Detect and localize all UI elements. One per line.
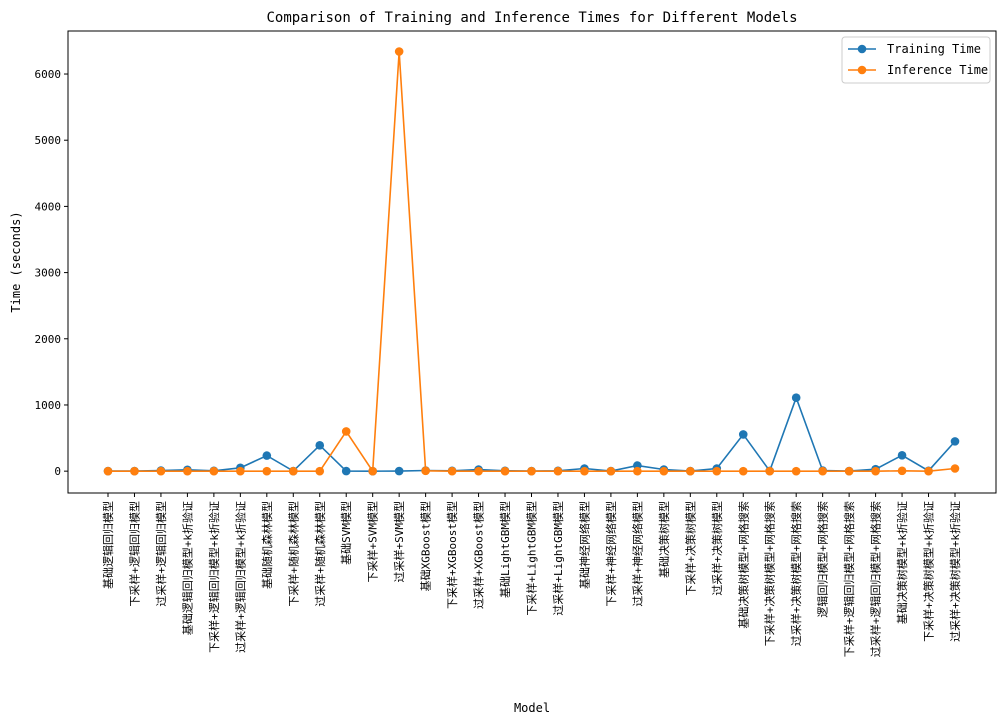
data-point: [686, 466, 695, 476]
data-point: [712, 466, 722, 476]
data-point: [315, 466, 325, 476]
x-tick-label: 基础决策树模型: [657, 501, 671, 578]
x-axis-ticks: 基础逻辑回归模型 下采样+逻辑回归模型 过采样+逻辑回归模型 基础逻辑回归模型+k折验…: [101, 493, 962, 657]
y-tick-label: 6000: [35, 68, 62, 81]
data-point: [924, 466, 933, 476]
data-point: [394, 466, 404, 476]
x-tick-label: 基础神经网络模型: [577, 501, 591, 589]
x-tick-label: 下采样+逻辑回归模型+网格搜索: [842, 501, 856, 657]
y-tick-label: 5000: [35, 134, 62, 147]
x-tick-label: 过采样+随机森林模型: [313, 501, 327, 607]
data-point: [421, 466, 430, 476]
x-axis-label: Model: [514, 701, 550, 715]
y-axis-ticks: 0 1000 2000 3000 4000 5000 6000: [35, 68, 68, 478]
series-layer: [103, 47, 960, 476]
data-point: [130, 466, 139, 476]
x-tick-label: 过采样+逻辑回归模型+网格搜索: [869, 501, 883, 657]
data-point: [606, 466, 616, 476]
x-tick-label: 过采样+SVM模型: [392, 501, 406, 583]
x-tick-label: 下采样+SVM模型: [366, 501, 380, 583]
x-tick-label: 过采样+逻辑回归模型: [154, 501, 168, 607]
x-tick-label: 下采样+决策树模型+网格搜索: [763, 501, 777, 646]
x-tick-label: 基础随机森林模型: [260, 501, 274, 589]
x-tick-label: 下采样+LightGBM模型: [525, 501, 539, 616]
data-point: [394, 47, 404, 56]
x-tick-label: 基础逻辑回归模型: [101, 501, 115, 589]
x-tick-label: 基础决策树模型+网格搜索: [736, 501, 750, 629]
y-tick-label: 1000: [35, 399, 62, 412]
x-tick-label: 过采样+逻辑回归模型+k折验证: [233, 501, 247, 653]
series-line: [107, 395, 956, 473]
data-point: [633, 466, 642, 476]
data-point: [315, 441, 325, 450]
data-point: [527, 466, 536, 476]
legend-label: Training Time: [887, 42, 981, 56]
legend-marker: [857, 44, 867, 54]
x-tick-label: 下采样+决策树模型: [683, 501, 697, 596]
x-tick-label: 基础LightGBM模型: [498, 501, 512, 598]
data-point: [844, 466, 854, 476]
x-tick-label: 过采样+神经网络模型: [630, 501, 644, 607]
data-point: [236, 466, 245, 476]
y-axis-label: Time (seconds): [9, 211, 23, 312]
data-point: [897, 450, 907, 460]
x-tick-label: 过采样+LightGBM模型: [551, 501, 565, 616]
x-tick-label: 下采样+XGBoost模型: [445, 501, 459, 609]
data-point: [262, 466, 272, 476]
x-tick-label: 过采样+决策树模型+k折验证: [948, 501, 962, 642]
data-point: [791, 466, 801, 476]
x-tick-label: 基础逻辑回归模型+k折验证: [180, 501, 194, 635]
data-point: [950, 437, 960, 446]
y-tick-label: 4000: [35, 200, 62, 213]
x-tick-label: 下采样+决策树模型+k折验证: [922, 501, 936, 642]
data-point: [288, 466, 298, 476]
legend-marker: [857, 65, 867, 75]
data-point: [553, 466, 563, 476]
y-tick-label: 2000: [35, 333, 62, 346]
data-point: [818, 466, 827, 476]
data-point: [103, 466, 113, 476]
data-point: [500, 466, 510, 476]
x-tick-label: 逻辑回归模型+网格搜索: [816, 501, 830, 618]
data-point: [897, 466, 907, 476]
y-tick-label: 0: [54, 465, 61, 478]
data-point: [183, 466, 192, 476]
data-point: [262, 451, 272, 460]
data-point: [447, 466, 457, 476]
x-tick-label: 下采样+神经网络模型: [604, 501, 618, 607]
x-tick-label: 基础SVM模型: [339, 501, 353, 565]
series-training: [103, 393, 960, 476]
data-point: [209, 466, 219, 476]
x-tick-label: 下采样+逻辑回归模型+k折验证: [207, 501, 221, 653]
data-point: [341, 427, 351, 436]
data-point: [156, 466, 166, 476]
series-inference: [103, 47, 960, 476]
x-tick-label: 过采样+决策树模型+网格搜索: [789, 501, 803, 646]
legend-label: Inference Time: [887, 63, 988, 77]
data-point: [738, 466, 748, 476]
x-tick-label: 下采样+随机森林模型: [286, 501, 300, 607]
data-point: [765, 466, 775, 476]
data-point: [871, 466, 880, 476]
data-point: [791, 393, 801, 402]
data-point: [950, 464, 960, 473]
series-line: [108, 51, 956, 474]
legend: Training Time Inference Time: [841, 36, 991, 84]
x-tick-label: 过采样+XGBoost模型: [472, 501, 486, 609]
plot-area-frame: [67, 30, 997, 494]
data-point: [368, 466, 377, 476]
legend-box: [841, 36, 991, 84]
chart-title: Comparison of Training and Inference Tim…: [266, 10, 797, 26]
data-point: [341, 466, 351, 476]
x-tick-label: 过采样+决策树模型: [710, 501, 724, 596]
data-point: [738, 430, 748, 439]
data-point: [474, 466, 483, 476]
x-tick-label: 基础XGBoost模型: [419, 501, 433, 591]
y-tick-label: 3000: [35, 267, 62, 280]
data-point: [659, 466, 669, 476]
x-tick-label: 基础决策树模型+k折验证: [895, 501, 909, 624]
x-tick-label: 下采样+逻辑回归模型: [127, 501, 141, 607]
data-point: [580, 466, 589, 476]
